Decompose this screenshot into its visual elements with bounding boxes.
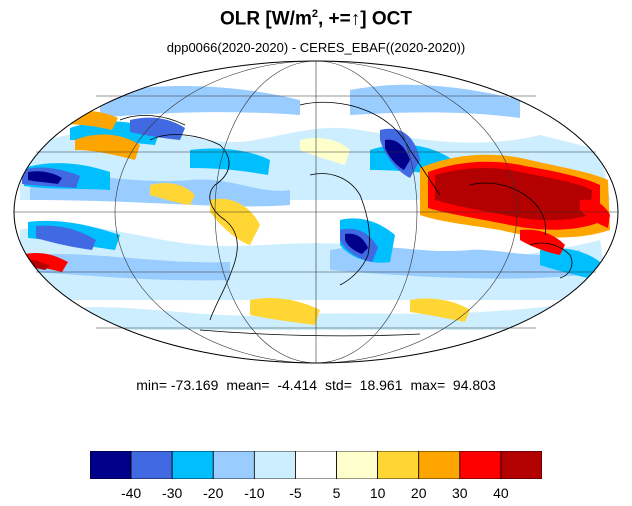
- colorbar-swatch: [212, 451, 255, 479]
- colorbar: [90, 451, 542, 479]
- colorbar-tick-label: 30: [452, 485, 468, 501]
- colorbar-swatch: [459, 451, 502, 479]
- stat-std: std= 18.961: [325, 377, 403, 393]
- title-tail: , +=↑] OCT: [317, 8, 412, 30]
- title-main: OLR [W/m: [220, 8, 312, 30]
- colorbar-swatch: [500, 451, 542, 479]
- colorbar-tick-label: -20: [203, 485, 224, 501]
- coastlines: [119, 101, 573, 337]
- colorbar-swatch: [418, 451, 461, 479]
- stat-mean: mean= -4.414: [226, 377, 318, 393]
- statistics-line: min= -73.169 mean= -4.414 std= 18.961 max= …: [0, 377, 632, 393]
- title-sup: 2: [311, 8, 318, 20]
- colorbar-swatch: [253, 451, 296, 479]
- colorbar-swatch: [90, 451, 132, 479]
- colorbar-tick-label: -5: [289, 485, 302, 501]
- plot-subtitle: dpp0066(2020-2020) - CERES_EBAF((2020-20…: [166, 40, 466, 55]
- plot-title: OLR [W/m2, +=↑] OCT: [0, 8, 632, 30]
- stat-max: max= 94.803: [410, 377, 496, 393]
- world-map: [13, 60, 619, 364]
- colorbar-labels: -40 -30 -20 -10 -5 5 10 20 30 40: [0, 485, 632, 503]
- colorbar-tick-label: 20: [410, 485, 427, 501]
- stat-min: min= -73.169: [136, 377, 219, 393]
- colorbar-tick-label: 10: [369, 485, 386, 501]
- colorbar-svg: [90, 451, 542, 479]
- map-border: [13, 60, 619, 364]
- colorbar-swatch: [377, 451, 420, 479]
- colorbar-swatch: [171, 451, 214, 479]
- colorbar-tick-label: -40: [120, 485, 142, 501]
- graticule: [14, 60, 618, 364]
- colorbar-tick-label: 40: [493, 485, 509, 501]
- colorbar-tick-label: 5: [332, 485, 341, 501]
- colorbar-swatch: [130, 451, 173, 479]
- colorbar-tick-label: -10: [244, 485, 265, 501]
- colorbar-tick-label: -30: [162, 485, 183, 501]
- colorbar-swatch: [295, 451, 337, 479]
- colorbar-swatch: [336, 451, 379, 479]
